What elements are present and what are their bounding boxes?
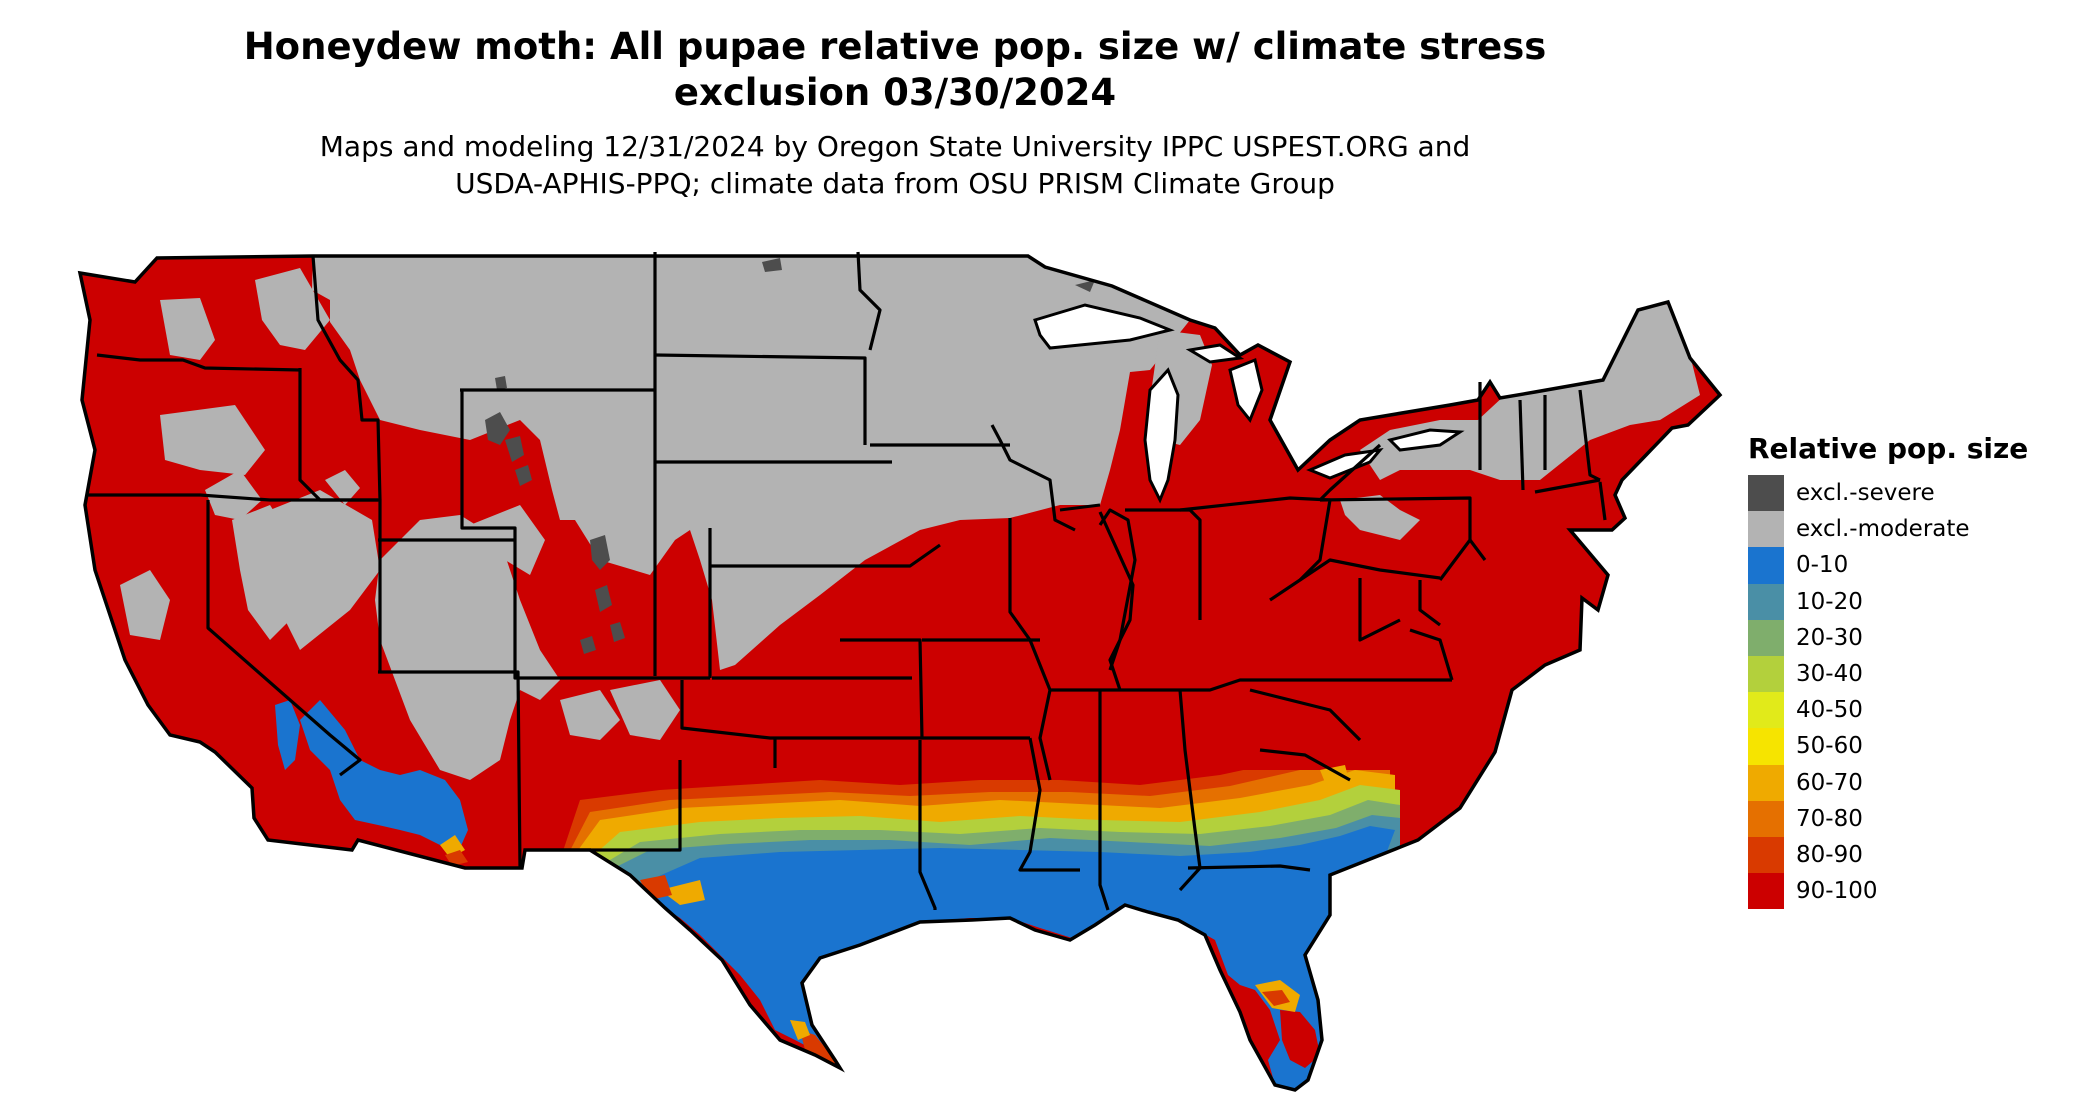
legend-rows: excl.-severe excl.-moderate 0-10 10-20 20-30… xyxy=(1748,475,2028,910)
legend-title: Relative pop. size xyxy=(1748,432,2029,465)
legend-item: 70-80 xyxy=(1748,800,2028,837)
legend-item: 30-40 xyxy=(1748,655,2028,693)
legend-label: 60-70 xyxy=(1796,769,1863,796)
legend-swatch xyxy=(1748,728,1784,765)
legend-label: excl.-severe xyxy=(1796,480,1935,507)
exclusion-severe-areas xyxy=(485,258,1095,654)
legend-swatch xyxy=(1748,619,1784,656)
legend-swatch xyxy=(1748,583,1784,620)
us-pupae-population-map xyxy=(78,251,1722,1092)
legend-label: 20-30 xyxy=(1796,624,1863,651)
legend-item: excl.-severe xyxy=(1748,475,2028,512)
legend-label: 50-60 xyxy=(1796,733,1863,760)
map-title-line2: exclusion 03/30/2024 xyxy=(673,71,1117,114)
legend-item: 80-90 xyxy=(1748,836,2028,874)
legend-swatch xyxy=(1748,764,1784,801)
legend-item: 90-100 xyxy=(1748,873,2028,910)
legend-item: 60-70 xyxy=(1748,764,2028,801)
legend: Relative pop. size excl.-severe excl.-mod… xyxy=(1748,432,2029,910)
legend-label: 0-10 xyxy=(1796,552,1849,579)
map-subtitle-line2: USDA-APHIS-PPQ; climate data from OSU PR… xyxy=(455,167,1335,200)
mi-border xyxy=(1059,503,1101,512)
legend-label: 40-50 xyxy=(1796,697,1863,724)
legend-swatch xyxy=(1748,836,1784,874)
legend-swatch xyxy=(1748,655,1784,693)
legend-item: 50-60 xyxy=(1748,728,2028,765)
legend-item: 20-30 xyxy=(1748,619,2028,656)
map-title-line1: Honeydew moth: All pupae relative pop. s… xyxy=(243,25,1547,68)
legend-label: 30-40 xyxy=(1796,661,1863,688)
pop-0-10-areas xyxy=(275,700,1395,1090)
legend-label: 80-90 xyxy=(1796,841,1863,868)
legend-item: 10-20 xyxy=(1748,583,2028,620)
legend-swatch xyxy=(1748,511,1784,548)
state-boundaries xyxy=(87,251,1607,911)
legend-label: 70-80 xyxy=(1796,805,1863,832)
legend-label: 10-20 xyxy=(1796,588,1863,615)
legend-swatch xyxy=(1748,873,1784,910)
legend-label: excl.-moderate xyxy=(1796,516,1970,543)
legend-swatch xyxy=(1748,800,1784,837)
legend-label: 90-100 xyxy=(1796,878,1878,905)
legend-swatch xyxy=(1748,692,1784,729)
legend-item: excl.-moderate xyxy=(1748,511,2028,548)
legend-swatch xyxy=(1748,475,1784,512)
legend-swatch xyxy=(1748,547,1784,584)
great-lakes xyxy=(1033,303,1465,504)
legend-item: 40-50 xyxy=(1748,692,2028,729)
legend-item: 0-10 xyxy=(1748,547,2028,584)
map-subtitle-line1: Maps and modeling 12/31/2024 by Oregon S… xyxy=(319,130,1471,163)
